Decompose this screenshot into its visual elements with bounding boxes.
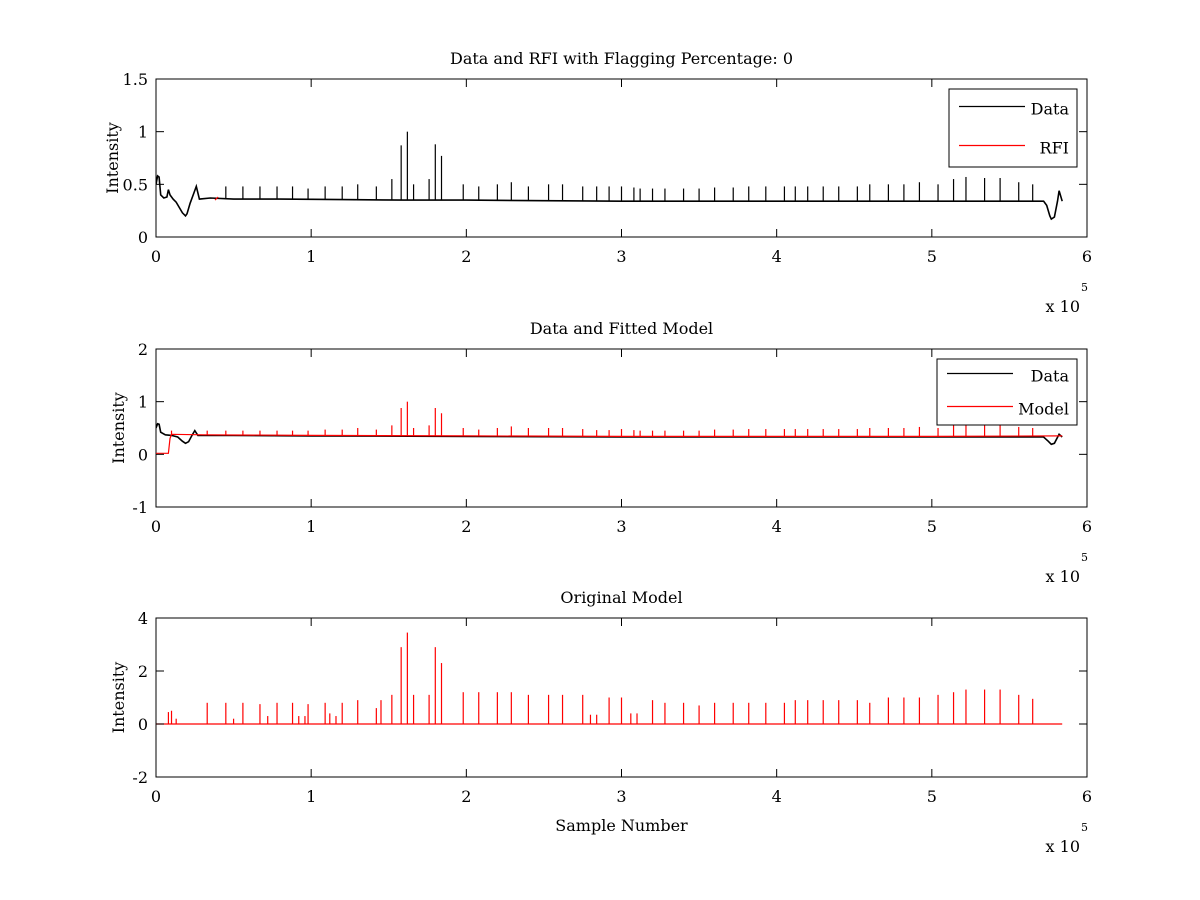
x-tick-label: 3 [616,787,626,806]
x-tick-label: 3 [616,247,626,266]
x-tick-label: 1 [306,787,316,806]
y-tick-label: -1 [132,498,148,517]
x-tick-label: 1 [306,517,316,536]
x-tick-label: 3 [616,517,626,536]
y-tick-label: 2 [138,662,148,681]
y-axis-label: Intensity [109,392,128,464]
legend-label: RFI [1040,139,1069,158]
subplot-1: 0 1 2 3 4 5 6 0 0.5 1 1.5 Data and RFI with Flaggin… [103,49,1092,316]
legend-label: Model [1018,400,1069,419]
x-multiplier: x 10 [1046,297,1080,316]
x-tick-label: 4 [772,247,782,266]
y-tick-label: 1.5 [123,70,148,89]
plot-area [155,348,1088,508]
x-multiplier-exponent: 5 [1081,821,1088,834]
series-group [156,401,1063,454]
y-tick-label: 2 [138,340,148,359]
series-line-data [156,174,1063,221]
plot-title: Original Model [560,588,682,607]
plot-area [155,78,1088,238]
x-tick-label: 5 [927,247,937,266]
x-multiplier: x 10 [1046,567,1080,586]
y-tick-label: 1 [138,393,148,412]
y-axis-label: Intensity [109,662,128,734]
x-tick-label: 2 [461,787,471,806]
x-axis-label: Sample Number [555,816,688,835]
x-tick-label: 2 [461,247,471,266]
series-group [156,131,1063,221]
x-tick-label: 6 [1082,787,1092,806]
legend-label: Data [1031,100,1070,119]
series-line-data [156,422,1063,446]
legend-box [948,88,1078,168]
x-tick-label: 0 [151,787,161,806]
plot-title: Data and Fitted Model [530,319,713,338]
x-multiplier-exponent: 5 [1081,551,1088,564]
y-tick-label: 0 [138,228,148,247]
legend: Data RFI [948,88,1078,168]
y-tick-label: -2 [132,768,148,787]
x-multiplier-exponent: 5 [1081,281,1088,294]
plot-title: Data and RFI with Flagging Percentage: 0 [450,49,793,68]
x-multiplier: x 10 [1046,837,1080,856]
legend-label: Data [1031,367,1070,386]
y-tick-label: 0 [138,445,148,464]
x-tick-label: 4 [772,787,782,806]
series-line-model [156,433,1063,454]
x-tick-label: 5 [927,787,937,806]
legend-box [936,358,1078,426]
x-tick-label: 0 [151,247,161,266]
x-tick-label: 6 [1082,247,1092,266]
x-tick-label: 0 [151,517,161,536]
y-tick-label: 1 [138,123,148,142]
series-group [156,632,1063,725]
x-tick-label: 5 [927,517,937,536]
x-tick-label: 4 [772,517,782,536]
x-tick-label: 6 [1082,517,1092,536]
y-tick-label: 0.5 [123,175,148,194]
legend: Data Model [936,358,1078,426]
x-tick-label: 1 [306,247,316,266]
y-tick-label: 4 [138,609,148,628]
series-line-rfi [214,196,219,201]
x-tick-label: 2 [461,517,471,536]
y-axis-label: Intensity [103,122,122,194]
y-tick-label: 0 [138,715,148,734]
